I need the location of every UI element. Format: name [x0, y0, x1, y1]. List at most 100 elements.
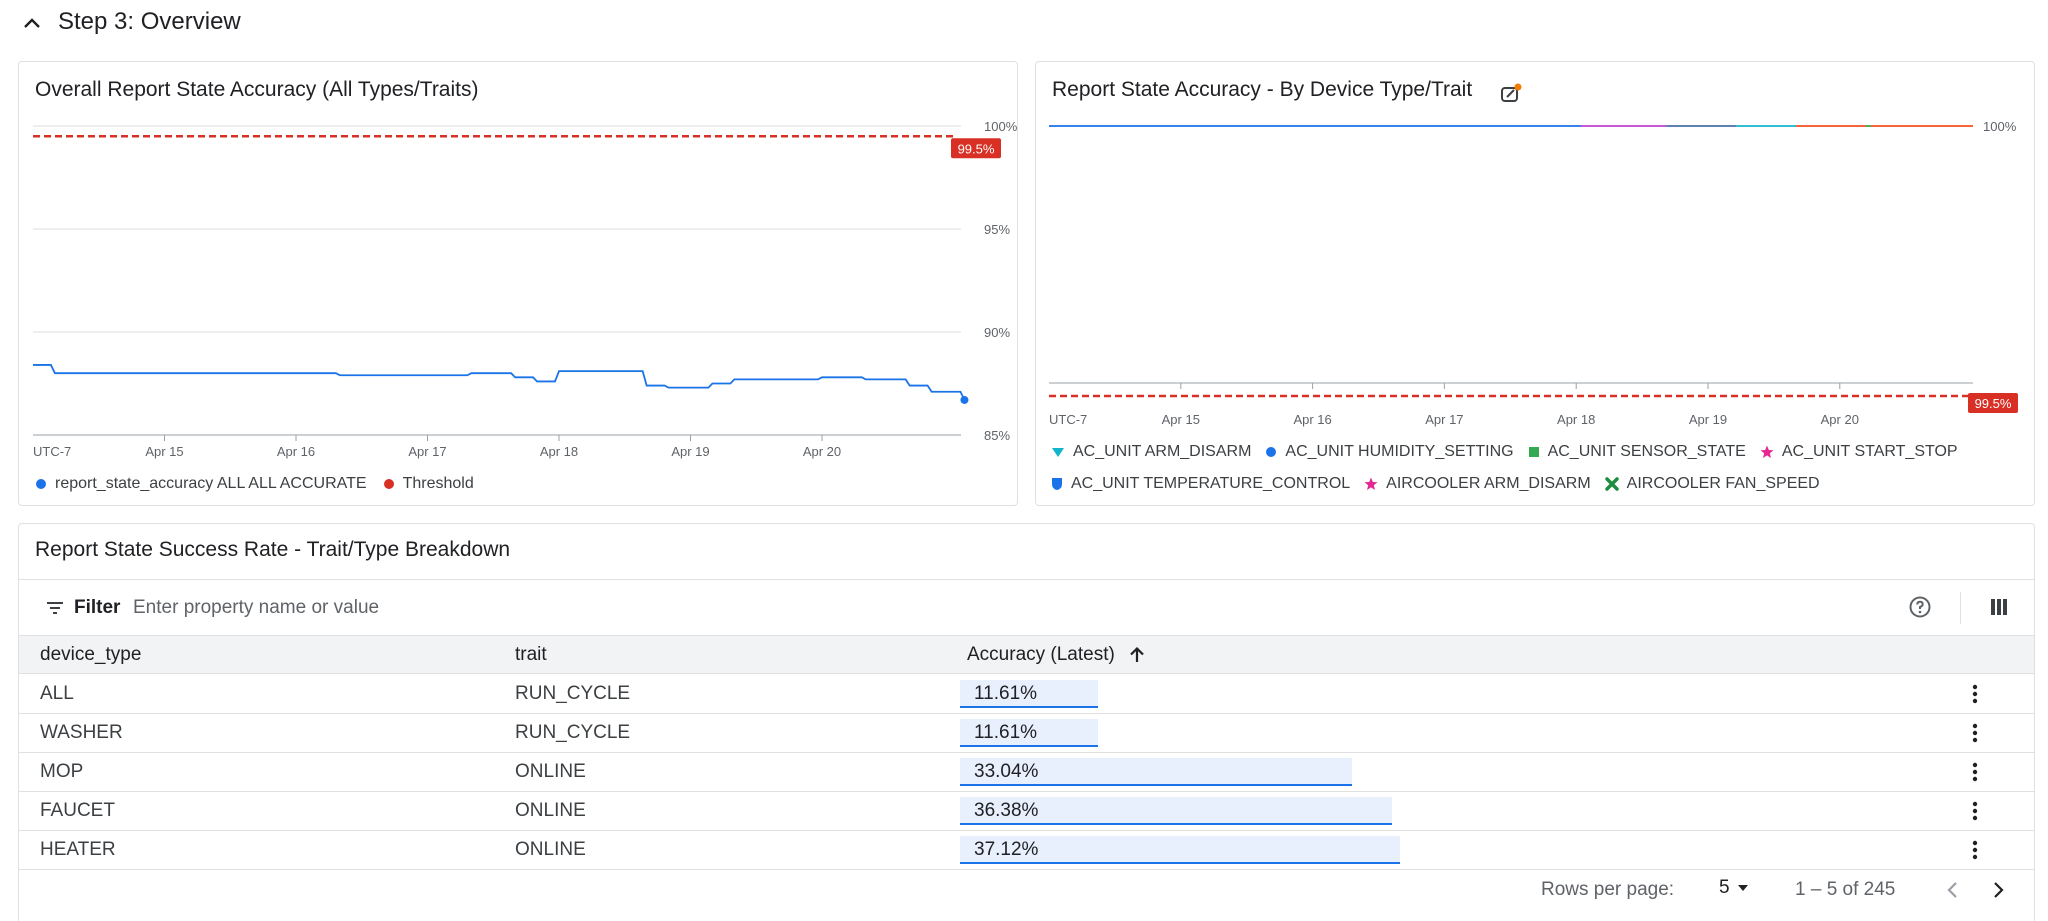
cell-accuracy: 36.38% [974, 800, 1039, 821]
legend-item-threshold[interactable]: Threshold [383, 475, 474, 493]
accuracy-bar [960, 836, 1401, 864]
cell-accuracy: 33.04% [974, 761, 1039, 782]
x-tick-label: Apr 16 [277, 444, 315, 459]
sort-arrow-up-icon[interactable] [1127, 645, 1147, 665]
more-vert-icon[interactable] [1963, 682, 1987, 706]
legend-item[interactable]: AC_UNIT SENSOR_STATE [1528, 443, 1746, 461]
threshold-badge-label: 99.5% [958, 141, 995, 156]
more-vert-icon[interactable] [1963, 838, 1987, 862]
dropdown-arrow-icon [1737, 885, 1748, 891]
triangle-down-icon [1052, 448, 1064, 457]
table-row[interactable]: FAUCET ONLINE 36.38% [19, 792, 2034, 831]
y-tick-label: 95% [984, 222, 1010, 237]
overall-accuracy-chart: 100% 95% 90% 85% UTC-7 Apr 15 Apr 16 Apr 17 Apr … [33, 119, 1018, 459]
legend-label: Threshold [402, 475, 474, 492]
column-header-accuracy[interactable]: Accuracy (Latest) [967, 644, 1147, 666]
accuracy-bar [960, 797, 1392, 825]
table-row[interactable]: ALL RUN_CYCLE 11.61% [19, 675, 2034, 714]
legend-label: report_state_accuracy ALL ALL ACCURATE [55, 475, 367, 492]
column-header-label: Accuracy (Latest) [967, 644, 1115, 665]
circle-icon [1266, 447, 1277, 457]
accuracy-bar [960, 719, 1098, 747]
overall-accuracy-card: Overall Report State Accuracy (All Types… [18, 61, 1018, 506]
cell-device-type: ALL [40, 683, 74, 704]
star-icon [1760, 445, 1774, 458]
table-row[interactable]: MOP ONLINE 33.04% [19, 753, 2034, 792]
edit-chart-icon[interactable] [1499, 82, 1523, 106]
x-tick-label: Apr 19 [671, 444, 709, 459]
filter-input[interactable] [133, 592, 1333, 624]
legend-item[interactable]: AIRCOOLER ARM_DISARM [1364, 475, 1591, 493]
x-tick-label: Apr 16 [1293, 412, 1331, 427]
filter-bar: Filter [19, 579, 2034, 635]
next-page-icon[interactable] [1986, 878, 2010, 902]
y-tick-label: 90% [984, 325, 1010, 340]
more-vert-icon[interactable] [1963, 760, 1987, 784]
toolbar-divider [1960, 592, 1961, 624]
legend-item[interactable]: AIRCOOLER FAN_SPEED [1604, 475, 1820, 493]
cell-device-type: FAUCET [40, 800, 115, 821]
legend-item[interactable]: AC_UNIT START_STOP [1760, 443, 1958, 461]
series-line-accuracy [33, 364, 966, 401]
cell-device-type: WASHER [40, 722, 123, 743]
x-tick-label: UTC-7 [33, 444, 71, 459]
cell-accuracy: 11.61% [974, 722, 1038, 743]
x-tick-label: Apr 18 [1557, 412, 1595, 427]
legend-item[interactable]: AC_UNIT TEMPERATURE_CONTROL [1051, 475, 1350, 493]
table-header: device_type trait Accuracy (Latest) [19, 635, 2034, 674]
threshold-badge [1968, 393, 2018, 413]
column-header-device-type[interactable]: device_type [40, 644, 141, 666]
star-icon [1364, 477, 1378, 490]
column-settings-icon[interactable] [1989, 597, 2009, 617]
cell-device-type: HEATER [40, 839, 116, 860]
cell-accuracy: 11.61% [974, 683, 1038, 704]
threshold-badge [951, 138, 1001, 159]
prev-page-icon[interactable] [1941, 878, 1965, 902]
x-tick-label: UTC-7 [1049, 412, 1087, 427]
accuracy-bar [960, 758, 1352, 786]
filter-label[interactable]: Filter [74, 597, 121, 618]
legend-label: AC_UNIT SENSOR_STATE [1547, 443, 1746, 460]
device-chart-title: Report State Accuracy - By Device Type/T… [1052, 78, 1473, 101]
cell-device-type: MOP [40, 761, 84, 782]
x-tick-label: Apr 19 [1689, 412, 1727, 427]
step-title: Step 3: Overview [58, 8, 241, 35]
rows-per-page-label: Rows per page: [1541, 879, 1675, 900]
square-icon [1528, 447, 1539, 457]
table-row[interactable]: HEATER ONLINE 37.12% [19, 831, 2034, 870]
legend-label: AC_UNIT ARM_DISARM [1073, 443, 1252, 460]
more-vert-icon[interactable] [1963, 799, 1987, 823]
x-tick-label: Apr 15 [1162, 412, 1200, 427]
device-chart-legend-row1: AC_UNIT ARM_DISARM AC_UNIT HUMIDITY_SETT… [1051, 443, 1958, 461]
page-range: 1 – 5 of 245 [1795, 879, 1896, 900]
pagination: Rows per page: 5 1 – 5 of 245 [19, 869, 2034, 913]
legend-label: AIRCOOLER FAN_SPEED [1626, 475, 1820, 492]
accuracy-bar [960, 680, 1098, 708]
y-tick-label: 100% [1983, 119, 2017, 134]
device-accuracy-chart: 100% UTC-7 Apr 15 Apr 16 Apr 17 Apr 18 Apr 19 A… [1049, 119, 2018, 427]
rows-per-page-select[interactable]: 5 [1719, 877, 1750, 899]
legend-item-accuracy[interactable]: report_state_accuracy ALL ALL ACCURATE [35, 475, 367, 493]
legend-item[interactable]: AC_UNIT ARM_DISARM [1051, 443, 1251, 461]
step-header[interactable]: Step 3: Overview [0, 0, 2048, 46]
chevron-up-icon[interactable] [20, 12, 44, 36]
x-tick-label: Apr 18 [540, 444, 578, 459]
cell-trait: ONLINE [515, 839, 586, 860]
y-tick-label: 100% [984, 119, 1018, 134]
legend-item[interactable]: AC_UNIT HUMIDITY_SETTING [1265, 443, 1514, 461]
x-tick-label: Apr 17 [408, 444, 446, 459]
overall-chart-title: Overall Report State Accuracy (All Types… [35, 78, 479, 101]
table-row[interactable]: WASHER RUN_CYCLE 11.61% [19, 714, 2034, 753]
more-vert-icon[interactable] [1963, 721, 1987, 745]
legend-dot-icon [383, 479, 394, 489]
column-header-label: device_type [40, 644, 142, 665]
device-chart-legend-row2: AC_UNIT TEMPERATURE_CONTROL AIRCOOLER AR… [1051, 475, 1820, 493]
column-header-trait[interactable]: trait [515, 644, 547, 666]
column-header-label: trait [515, 644, 547, 665]
series-end-point [960, 395, 969, 404]
shield-icon [1052, 478, 1062, 490]
breakdown-table-card: Report State Success Rate - Trait/Type B… [18, 523, 2035, 921]
filter-icon[interactable] [45, 598, 65, 618]
help-icon[interactable] [1908, 595, 1932, 619]
cell-trait: ONLINE [515, 800, 586, 821]
